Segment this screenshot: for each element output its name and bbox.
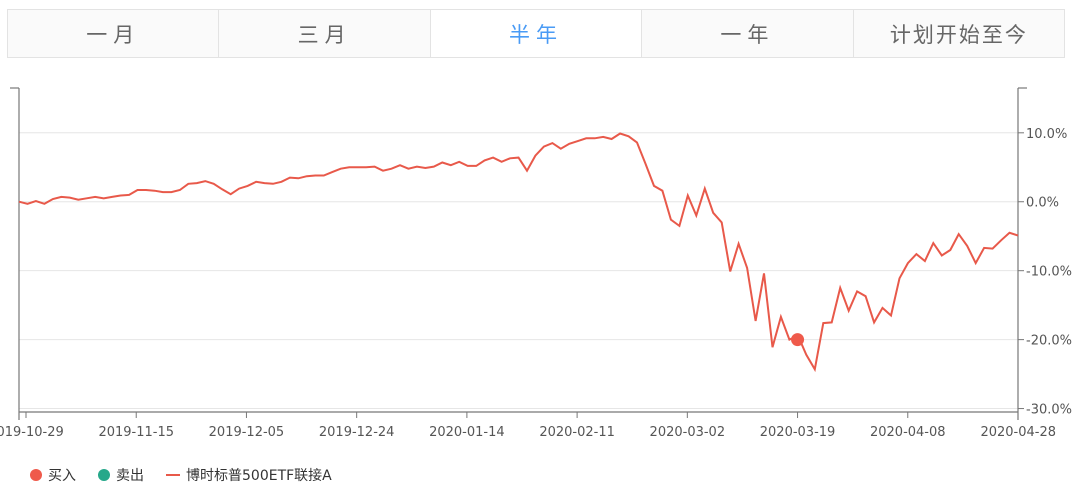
- y-tick-label: -30.0%: [1026, 403, 1072, 418]
- line-dash-icon: [166, 474, 180, 476]
- tab-2[interactable]: 半年: [430, 10, 643, 57]
- axes: [10, 87, 1027, 420]
- period-tabs: 一月 三月 半年 一年 计划开始至今: [7, 9, 1065, 58]
- x-tick-label: 2020-01-14: [429, 425, 505, 440]
- x-tick-label: 2020-03-19: [760, 425, 836, 440]
- tick-labels: 10.0% 0.0% -10.0% -20.0% -30.0% 2019-10-29 201…: [0, 127, 1072, 440]
- legend: 买入 卖出 博时标普500ETF联接A: [30, 463, 354, 487]
- y-tick-label: 0.0%: [1026, 196, 1059, 211]
- x-tick-label: 2020-04-08: [870, 425, 946, 440]
- x-tick-label: 2020-04-28: [980, 425, 1056, 440]
- legend-buy-label: 买入: [48, 468, 76, 484]
- tab-3[interactable]: 一年: [642, 10, 854, 57]
- buy-marker: [791, 333, 805, 347]
- gridlines: [19, 132, 1018, 410]
- legend-series-label: 博时标普500ETF联接A: [186, 468, 332, 484]
- x-tick-label: 2019-11-15: [98, 425, 174, 440]
- legend-buy[interactable]: 买入: [30, 465, 76, 485]
- legend-series[interactable]: 博时标普500ETF联接A: [166, 465, 332, 485]
- x-tick-label: 2019-12-05: [209, 425, 285, 440]
- x-tick-label: 2020-03-02: [650, 425, 726, 440]
- tab-1[interactable]: 三月: [219, 10, 431, 57]
- x-tick-label: 2019-12-24: [319, 425, 395, 440]
- tab-4[interactable]: 计划开始至今: [853, 10, 1065, 57]
- x-tick-label: 2019-10-29: [0, 425, 64, 440]
- y-tick-label: -20.0%: [1026, 334, 1072, 349]
- chart-area: 10.0% 0.0% -10.0% -20.0% -30.0% 2019-10-29 201…: [0, 87, 1072, 440]
- trade-markers: [791, 333, 805, 347]
- y-tick-label: 10.0%: [1026, 127, 1067, 142]
- tab-0[interactable]: 一月: [8, 10, 220, 57]
- x-tick-label: 2020-02-11: [539, 425, 615, 440]
- y-tick-label: -10.0%: [1026, 265, 1072, 280]
- series-line: [18, 132, 1019, 373]
- buy-dot-icon: [30, 469, 42, 481]
- legend-sell[interactable]: 卖出: [98, 465, 144, 485]
- sell-dot-icon: [98, 469, 110, 481]
- legend-sell-label: 卖出: [116, 468, 144, 484]
